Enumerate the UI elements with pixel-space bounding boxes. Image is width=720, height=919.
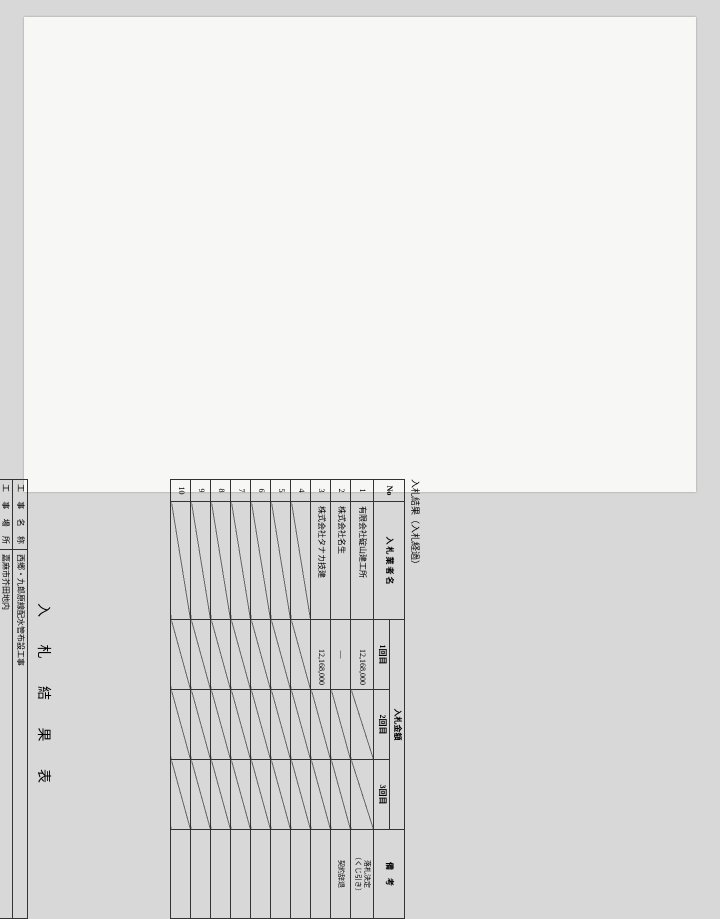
cell-remarks	[191, 830, 211, 919]
cell-r2	[231, 690, 251, 760]
cell-r1	[231, 620, 251, 690]
cell-bidder: 有限会社碇山建工所	[351, 502, 374, 620]
table-row: 8	[211, 480, 231, 919]
cell-r1	[191, 620, 211, 690]
cell-r2	[171, 690, 191, 760]
summary-section: 入 札 結 果 表 工 事 名 称西郷・九郎原線配水管布設工事 工 事 場 所嘉…	[0, 479, 54, 919]
table-row: 6	[251, 480, 271, 919]
val-place: 嘉麻市芥田地内	[0, 550, 12, 919]
cell-r1: 12,168,000	[311, 620, 331, 690]
cell-r3	[171, 760, 191, 830]
cell-no: 8	[211, 480, 231, 502]
table-row: 2株式会社名生— 契約辞退	[331, 480, 351, 919]
cell-bidder	[171, 502, 191, 620]
cell-r3	[331, 760, 351, 830]
cell-bidder	[211, 502, 231, 620]
cell-r3	[271, 760, 291, 830]
cell-bidder	[271, 502, 291, 620]
cell-r1	[211, 620, 231, 690]
label-name: 工 事 名 称	[12, 480, 27, 550]
cell-no: 1	[351, 480, 374, 502]
cell-remarks	[251, 830, 271, 919]
label-place: 工 事 場 所	[0, 480, 12, 550]
cell-r3	[291, 760, 311, 830]
table-row: 9	[191, 480, 211, 919]
cell-r3	[191, 760, 211, 830]
doc-title: 入 札 結 果 表	[34, 479, 54, 919]
cell-bidder	[291, 502, 311, 620]
table-row: 5	[271, 480, 291, 919]
cell-no: 9	[191, 480, 211, 502]
cell-no: 10	[171, 480, 191, 502]
cell-r2	[211, 690, 231, 760]
table-row: 7	[231, 480, 251, 919]
cell-remarks	[231, 830, 251, 919]
bid-subtitle: 入札結果（入札経過）	[409, 479, 422, 919]
cell-r1	[251, 620, 271, 690]
cell-bidder	[251, 502, 271, 620]
cell-r2	[291, 690, 311, 760]
table-row: 3株式会社タナカ技建12,168,000	[311, 480, 331, 919]
hdr-remarks: 備 考	[374, 830, 405, 919]
cell-remarks: 契約辞退	[331, 830, 351, 919]
cell-r2	[191, 690, 211, 760]
cell-r3	[231, 760, 251, 830]
cell-r2	[251, 690, 271, 760]
cell-no: 6	[251, 480, 271, 502]
cell-no: 5	[271, 480, 291, 502]
cell-r1	[271, 620, 291, 690]
cell-r2	[351, 690, 374, 760]
cell-r3	[211, 760, 231, 830]
cell-r3	[351, 760, 374, 830]
cell-bidder: 株式会社名生	[331, 502, 351, 620]
cell-bidder	[191, 502, 211, 620]
cell-r1	[291, 620, 311, 690]
cell-remarks	[171, 830, 191, 919]
cell-r2	[311, 690, 331, 760]
cell-r2	[271, 690, 291, 760]
bid-result-section: 入札結果（入札経過） No 入 札 業 者 名 入札金額 備 考 1回目 2回目…	[170, 479, 424, 919]
cell-bidder	[231, 502, 251, 620]
cell-r1: 12,168,000	[351, 620, 374, 690]
cell-no: 7	[231, 480, 251, 502]
cell-bidder: 株式会社タナカ技建	[311, 502, 331, 620]
val-name: 西郷・九郎原線配水管布設工事	[12, 550, 27, 919]
cell-remarks	[311, 830, 331, 919]
cell-remarks: 落札決定 （くじ引き）	[351, 830, 374, 919]
cell-no: 4	[291, 480, 311, 502]
hdr-bidder: 入 札 業 者 名	[374, 502, 405, 620]
summary-table: 工 事 名 称西郷・九郎原線配水管布設工事 工 事 場 所嘉麻市芥田地内 種 別…	[0, 479, 28, 919]
cell-remarks	[291, 830, 311, 919]
document-page: 入 札 結 果 表 工 事 名 称西郷・九郎原線配水管布設工事 工 事 場 所嘉…	[24, 17, 696, 492]
hdr-r3: 3回目	[374, 760, 389, 830]
cell-no: 3	[311, 480, 331, 502]
bid-table: No 入 札 業 者 名 入札金額 備 考 1回目 2回目 3回目 1有限会社碇…	[170, 479, 405, 919]
cell-no: 2	[331, 480, 351, 502]
hdr-r1: 1回目	[374, 620, 389, 690]
cell-r2	[331, 690, 351, 760]
table-row: 10	[171, 480, 191, 919]
cell-r1	[171, 620, 191, 690]
hdr-amount: 入札金額	[389, 620, 404, 830]
cell-remarks	[211, 830, 231, 919]
table-row: 4	[291, 480, 311, 919]
hdr-no: No	[374, 480, 405, 502]
table-row: 1有限会社碇山建工所12,168,000 落札決定 （くじ引き）	[351, 480, 374, 919]
cell-r1: —	[331, 620, 351, 690]
cell-r3	[251, 760, 271, 830]
cell-r3	[311, 760, 331, 830]
hdr-r2: 2回目	[374, 690, 389, 760]
cell-remarks	[271, 830, 291, 919]
